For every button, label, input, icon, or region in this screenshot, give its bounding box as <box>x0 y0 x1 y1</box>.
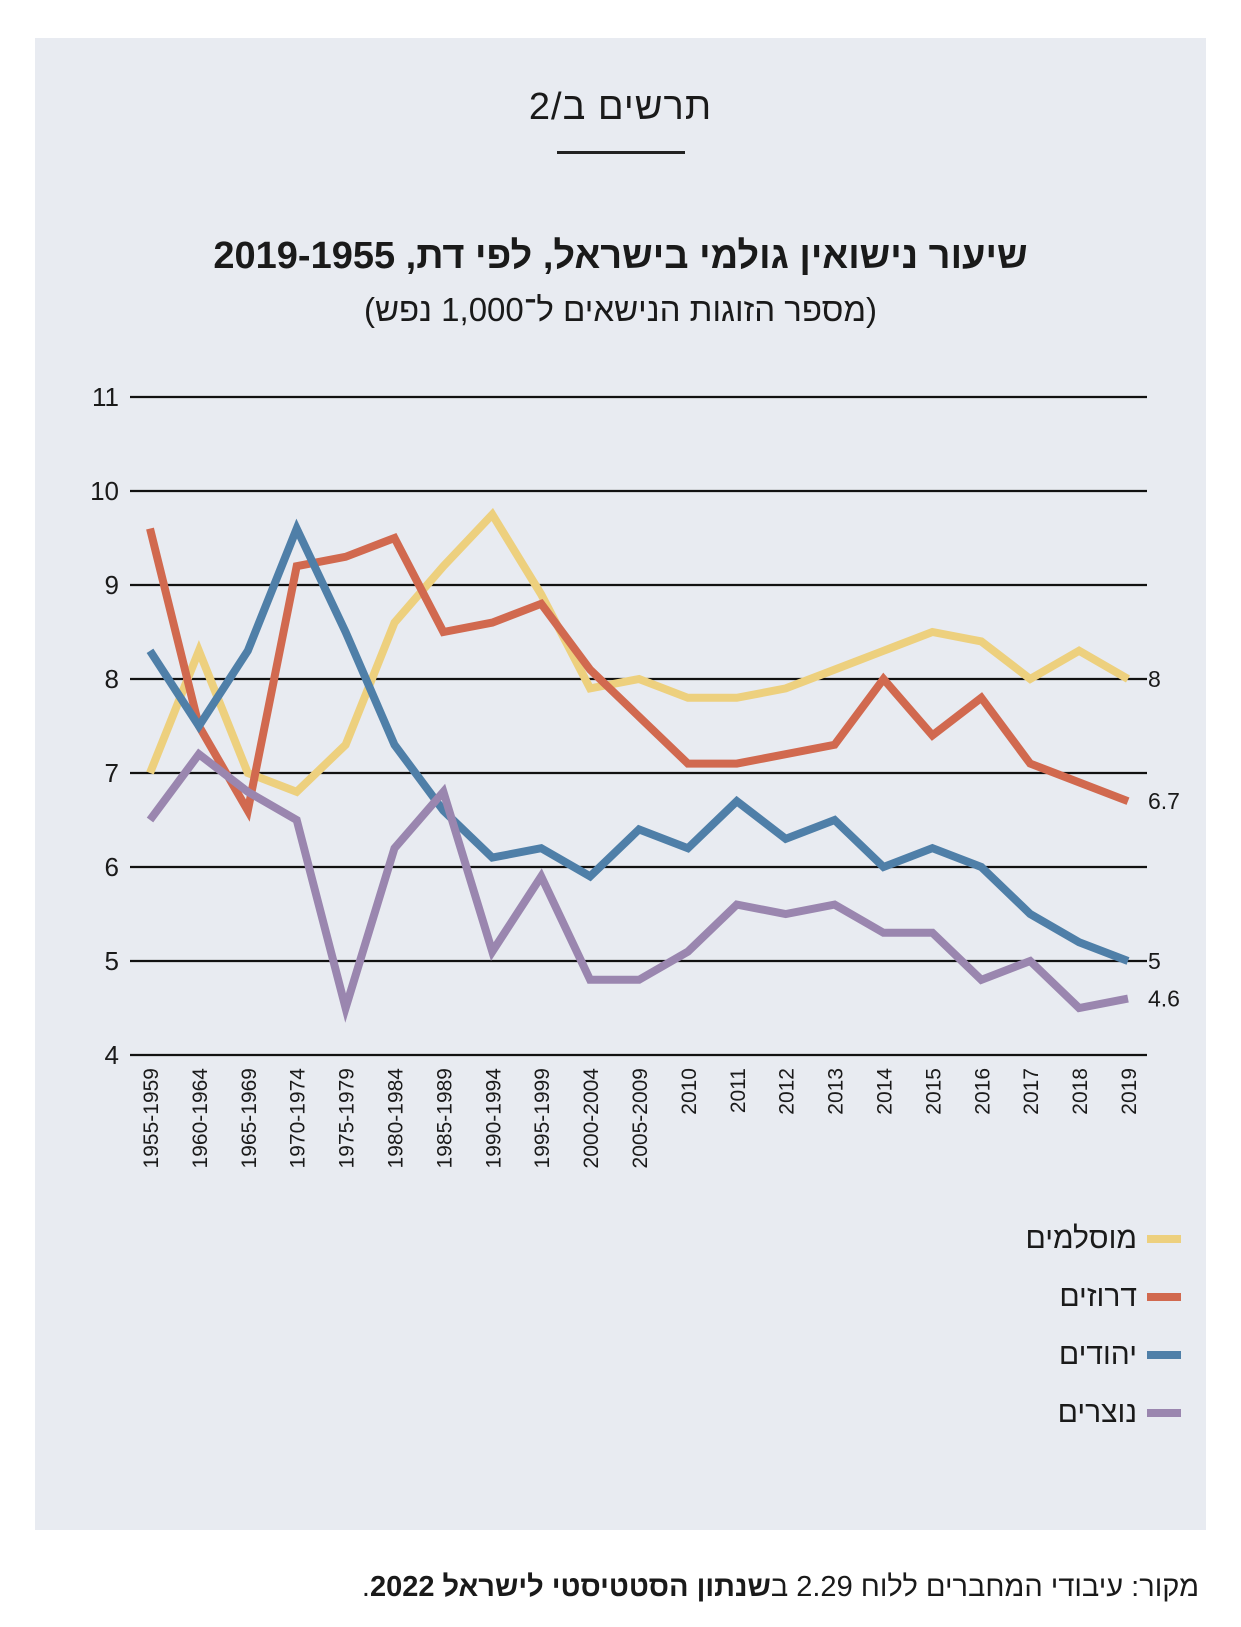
series-line <box>146 527 1130 822</box>
x-tick-label: 1985-1989 <box>433 1068 456 1168</box>
x-tick-label: 2014 <box>874 1068 897 1115</box>
x-tick-label: 1955-1959 <box>140 1068 163 1168</box>
x-tick-label: 1970-1974 <box>287 1068 310 1169</box>
series-line <box>146 518 1130 965</box>
legend-swatch <box>1147 1409 1181 1417</box>
figure-label: תרשים ב/2 <box>528 86 713 128</box>
x-tick-label: 1960-1964 <box>189 1068 212 1169</box>
figure-divider <box>557 151 685 154</box>
x-tick-label: 2017 <box>1020 1068 1043 1115</box>
y-tick-label: 5 <box>105 946 119 976</box>
x-tick-label: 1995-1999 <box>531 1068 554 1168</box>
y-tick-label: 6 <box>105 852 119 882</box>
y-tick-label: 9 <box>105 570 119 600</box>
x-axis-ticks: 1955-1959 1960-1964 1965-1969 1970-1974 1975… <box>140 1068 1141 1169</box>
x-tick-label: 1990-1994 <box>482 1068 505 1169</box>
legend-swatch <box>1147 1293 1181 1301</box>
y-tick-label: 11 <box>92 382 119 412</box>
end-labels: 8 6.7 5 4.6 <box>1148 666 1180 1012</box>
x-tick-label: 1980-1984 <box>385 1068 408 1169</box>
x-tick-label: 2013 <box>825 1068 848 1115</box>
chart-title: שיעור נישואין גולמי בישראל, לפי דת, 2019… <box>213 235 1028 277</box>
y-axis-ticks: 4 5 6 7 8 9 10 11 <box>90 382 119 1070</box>
y-tick-label: 7 <box>105 758 119 788</box>
x-tick-label: 2018 <box>1069 1068 1092 1115</box>
y-tick-label: 8 <box>105 664 119 694</box>
x-tick-label: 2019 <box>1118 1068 1141 1115</box>
y-tick-label: 10 <box>90 476 119 506</box>
legend-item: דרוזים <box>1025 1268 1181 1326</box>
series-lines <box>146 507 1130 1023</box>
legend-label: יהודים <box>1058 1338 1137 1371</box>
chart-subtitle: (מספר הזוגות הנישאים ל־1,000 נפש) <box>363 291 878 328</box>
series-end-label: 8 <box>1148 666 1161 692</box>
series-end-label: 4.6 <box>1148 986 1180 1012</box>
x-tick-label: 1975-1979 <box>336 1068 359 1168</box>
series-line <box>146 507 1130 797</box>
series-line <box>146 748 1129 1023</box>
gridlines <box>130 395 1147 1057</box>
x-tick-label: 2000-2004 <box>580 1068 603 1169</box>
x-tick-label: 1965-1969 <box>238 1068 261 1168</box>
x-tick-label: 2010 <box>678 1068 701 1115</box>
x-tick-label: 2005-2009 <box>629 1068 652 1168</box>
legend-item: יהודים <box>1025 1326 1181 1384</box>
x-tick-label: 2011 <box>727 1068 750 1113</box>
y-tick-label: 4 <box>105 1040 119 1070</box>
legend: מוסלמים דרוזים יהודים נוצרים <box>1025 1210 1181 1442</box>
series-end-label: 6.7 <box>1148 788 1180 814</box>
legend-item: מוסלמים <box>1025 1210 1181 1268</box>
legend-item: נוצרים <box>1025 1384 1181 1442</box>
x-tick-label: 2016 <box>971 1068 994 1115</box>
source-publication: שנתון הסטטיסטי לישראל 2022 <box>369 1571 771 1603</box>
legend-label: דרוזים <box>1059 1280 1137 1313</box>
series-end-label: 5 <box>1148 948 1161 974</box>
x-tick-label: 2015 <box>922 1068 945 1115</box>
legend-label: מוסלמים <box>1025 1222 1137 1255</box>
legend-swatch <box>1147 1235 1181 1243</box>
legend-label: נוצרים <box>1057 1396 1137 1429</box>
source-suffix: . <box>361 1571 370 1603</box>
source-prefix: מקור: עיבודי המחברים ללוח 2.29 ב <box>770 1571 1199 1603</box>
source-note: מקור: עיבודי המחברים ללוח 2.29 בשנתון הס… <box>362 1571 1199 1604</box>
x-tick-label: 2012 <box>776 1068 799 1115</box>
legend-swatch <box>1147 1351 1181 1359</box>
